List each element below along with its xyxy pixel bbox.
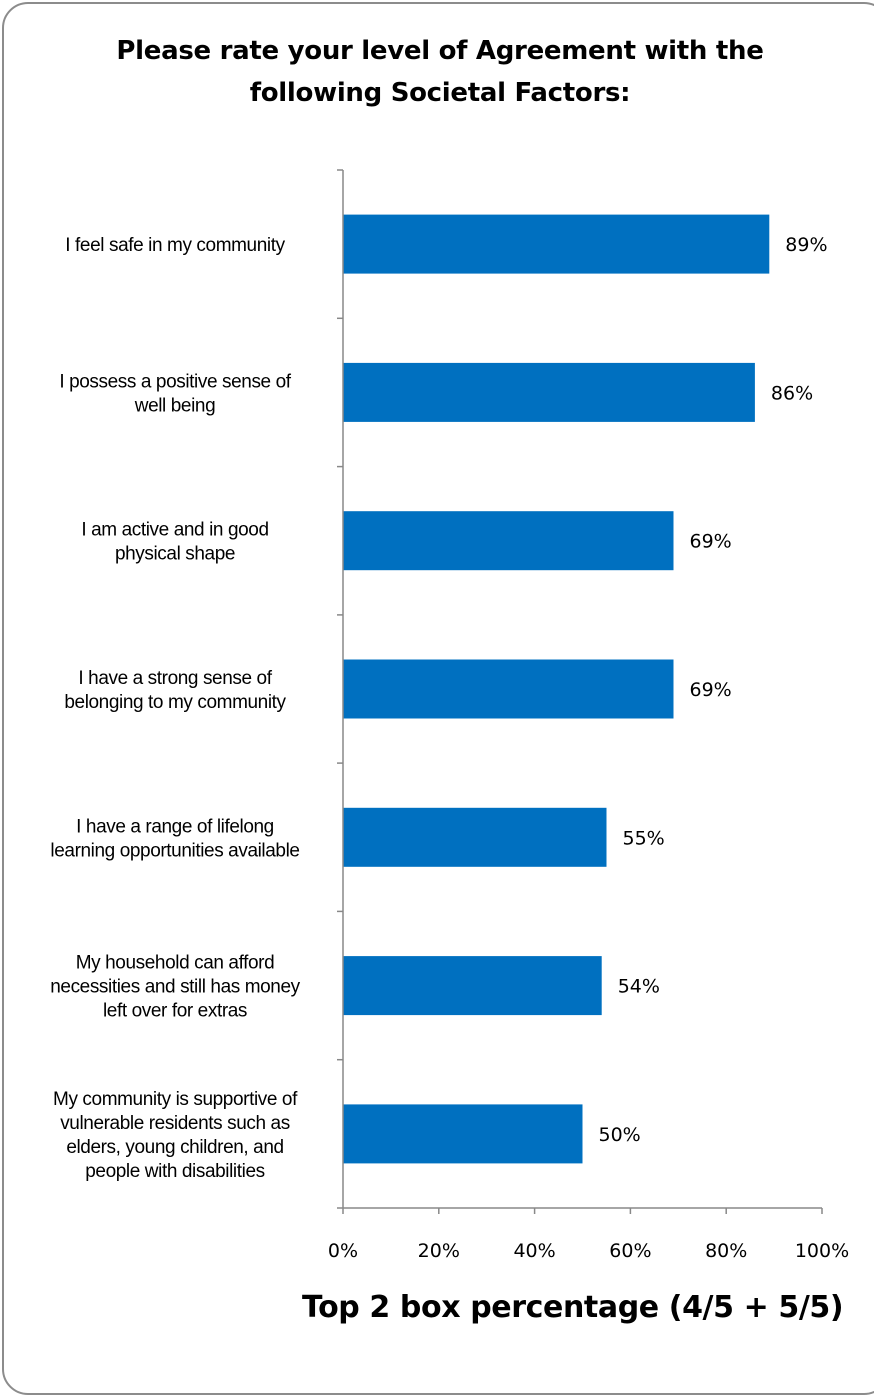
category-label: vulnerable residents such as <box>60 1113 290 1134</box>
category-label: people with disabilities <box>85 1161 264 1182</box>
category-label: physical shape <box>115 544 235 565</box>
data-label: 89% <box>785 234 827 256</box>
chart-title: Please rate your level of Agreement with… <box>60 30 820 114</box>
category-label: learning opportunities available <box>50 840 299 861</box>
data-label: 55% <box>623 827 665 849</box>
bar <box>343 214 770 274</box>
category-label: I possess a positive sense of <box>59 371 291 392</box>
category-label: I feel safe in my community <box>65 235 285 256</box>
x-tick-label: 0% <box>328 1240 358 1262</box>
category-label: I have a strong sense of <box>78 668 272 689</box>
x-tick-label: 20% <box>418 1240 460 1262</box>
bars <box>343 214 770 1164</box>
bar <box>343 362 755 422</box>
axes <box>337 169 823 1214</box>
category-label: I am active and in good <box>81 520 268 541</box>
bar <box>343 659 674 719</box>
category-label: belonging to my community <box>64 692 286 713</box>
data-label: 69% <box>690 531 732 553</box>
bar <box>343 956 602 1016</box>
bar <box>343 807 607 867</box>
x-tick-label: 40% <box>513 1240 555 1262</box>
x-axis-title: Top 2 box percentage (4/5 + 5/5) <box>302 1290 844 1325</box>
category-label: My household can afford <box>76 953 275 974</box>
category-label: necessities and still has money <box>50 977 300 998</box>
category-label: elders, young children, and <box>66 1137 283 1158</box>
category-label: well being <box>134 395 216 416</box>
data-label: 69% <box>690 679 732 701</box>
x-tick-label: 60% <box>609 1240 651 1262</box>
bar <box>343 511 674 571</box>
data-label: 86% <box>771 382 813 404</box>
category-label: I have a range of lifelong <box>76 816 274 837</box>
x-tick-label: 100% <box>795 1240 849 1262</box>
data-label: 54% <box>618 976 660 998</box>
x-tick-label: 80% <box>705 1240 747 1262</box>
bar <box>343 1104 583 1164</box>
data-label: 50% <box>599 1124 641 1146</box>
category-label: My community is supportive of <box>53 1089 298 1110</box>
labels: 89% I feel safe in my community 86% I posse… <box>50 234 849 1262</box>
chart-title-text: Please rate your level of Agreement with… <box>116 36 764 108</box>
category-label: left over for extras <box>103 1001 247 1022</box>
